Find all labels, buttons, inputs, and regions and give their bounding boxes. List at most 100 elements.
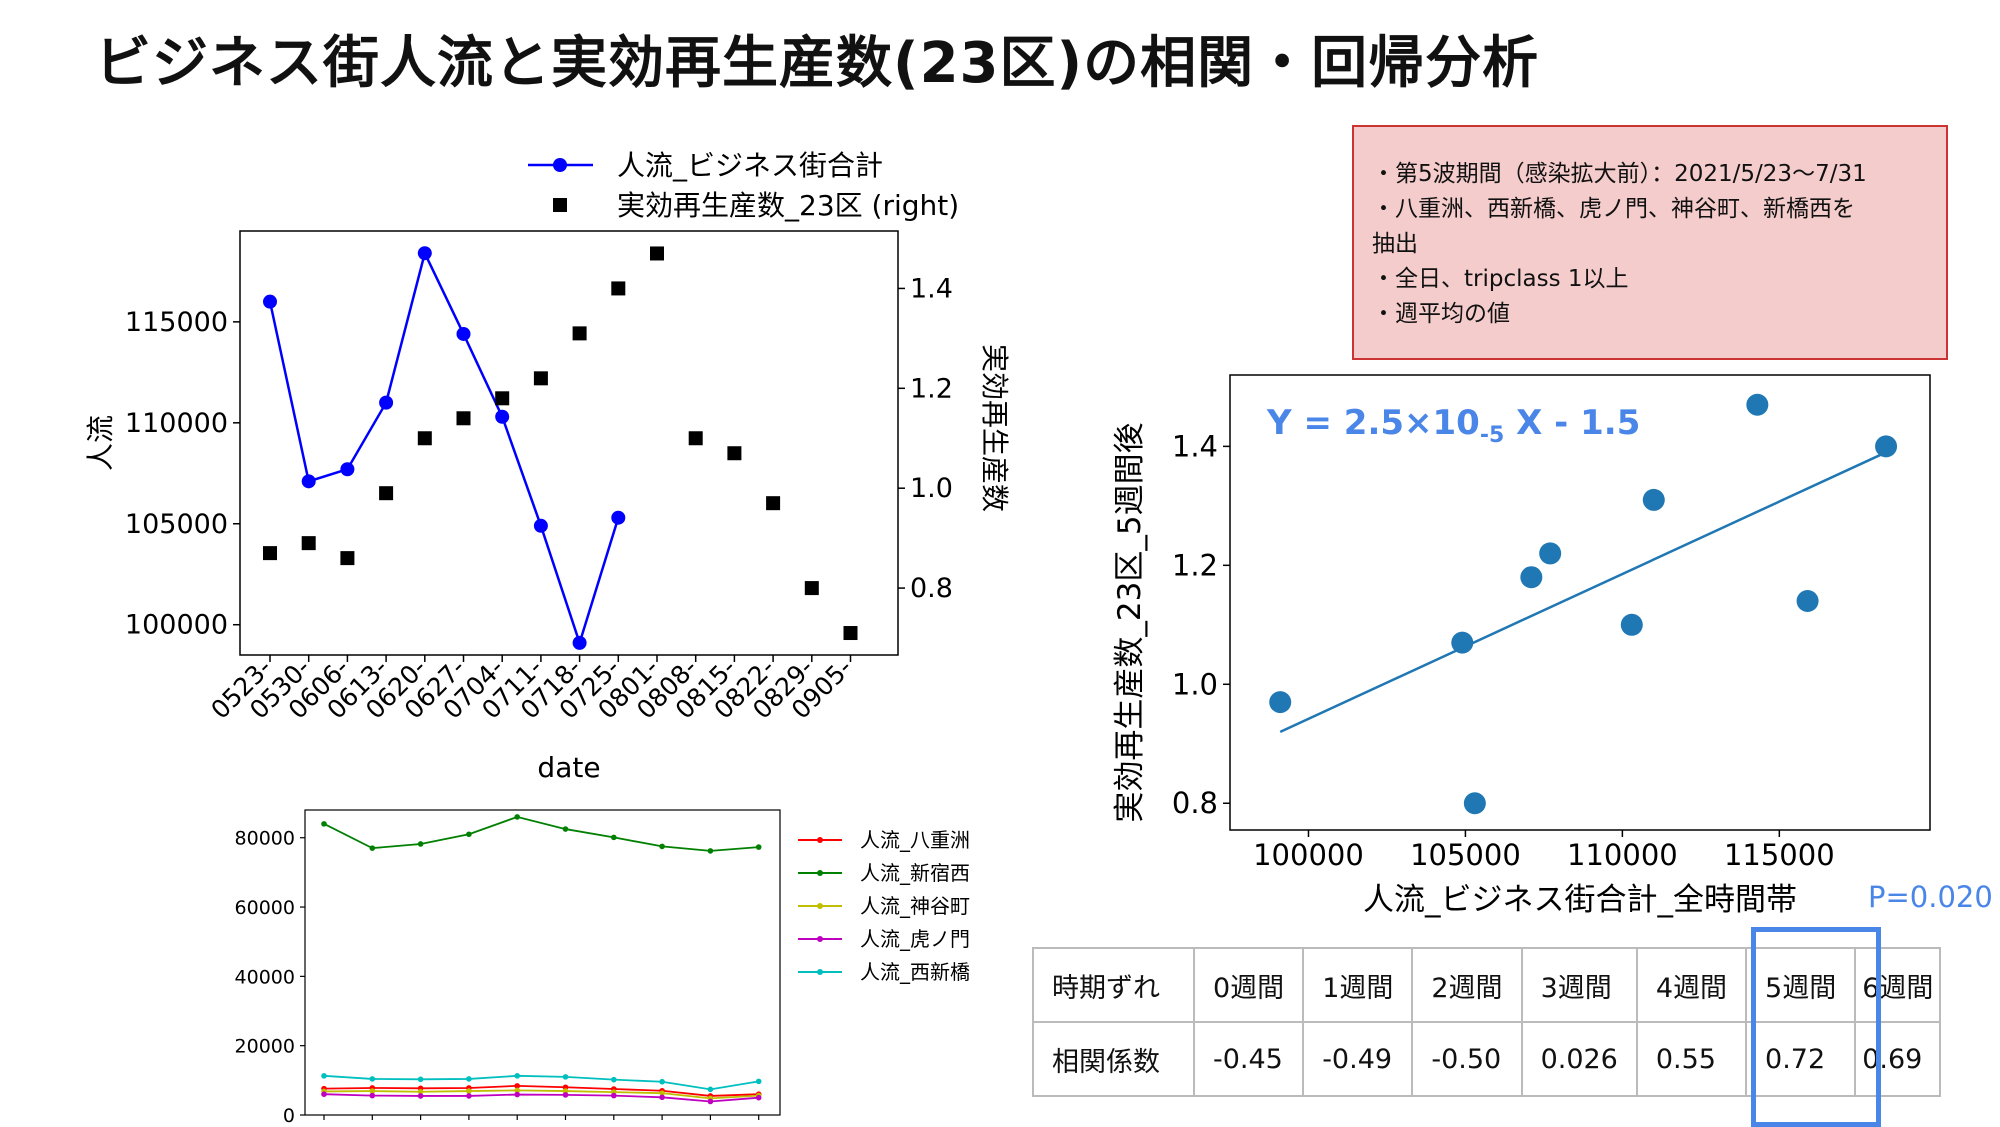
table-row: 時期ずれ 0週間 1週間 2週間 3週間 4週間 5週間 6週間: [1032, 947, 1942, 1023]
legend-label: 人流_ビジネス街合計: [617, 149, 883, 182]
legend-label: 人流_虎ノ門: [860, 927, 970, 951]
corr-cell: -0.49: [1302, 1021, 1414, 1097]
legend-marker: [817, 969, 823, 975]
x-axis-label: 人流_ビジネス街合計_全時間帯: [1363, 882, 1797, 918]
data-point-square: [804, 581, 819, 596]
data-point: [1451, 631, 1474, 654]
series-line: [268, 249, 620, 647]
lag-cell: 6週間: [1854, 947, 1942, 1023]
y2-tick-label: 1.2: [910, 373, 953, 404]
data-point: [1642, 488, 1665, 511]
data-point-square: [533, 371, 548, 386]
data-point: [514, 814, 520, 820]
y-tick-label: 1.4: [1172, 429, 1218, 463]
corr-cell: 0.55: [1635, 1021, 1748, 1097]
data-point: [533, 518, 548, 533]
plot-frame: [304, 809, 781, 1116]
data-point: [611, 510, 626, 525]
regression-line: [1279, 451, 1887, 733]
data-point-square: [727, 446, 742, 461]
data-point-square: [650, 246, 664, 261]
data-point: [369, 845, 376, 851]
data-point: [369, 1088, 376, 1094]
data-point: [369, 1092, 376, 1099]
y-tick-label: 0.8: [1172, 786, 1218, 820]
corr-cell: 0.69: [1854, 1021, 1942, 1097]
plot-frame: [1229, 374, 1931, 831]
y-tick-label: 100000: [125, 610, 228, 641]
data-point: [514, 1087, 520, 1094]
note-line: ・週平均の値: [1372, 301, 1510, 327]
data-point: [1463, 792, 1486, 815]
x-axis-label: date: [537, 751, 600, 784]
regression-equation: Y = 2.5×10-5 X - 1.5: [1266, 403, 1640, 448]
data-point-square: [417, 431, 432, 446]
legend-label: 人流_新宿西: [860, 861, 970, 885]
page-title: ビジネス街人流と実効再生産数(23区)の相関・回帰分析: [95, 31, 1540, 96]
x-tick-label: 110000: [1567, 838, 1678, 872]
data-point: [417, 841, 424, 847]
lag-cell: 3週間: [1520, 947, 1638, 1023]
data-point-square: [611, 281, 626, 296]
y-tick-label: 110000: [125, 408, 228, 439]
x-tick-label: 105000: [1410, 838, 1521, 872]
data-point: [321, 821, 327, 827]
y2-tick-label: 1.0: [910, 473, 953, 504]
data-point: [417, 1076, 424, 1083]
data-point: [340, 462, 355, 477]
data-point-square: [340, 551, 355, 566]
data-point: [755, 1094, 762, 1101]
data-point-square: [843, 626, 858, 641]
data-point: [755, 1078, 762, 1085]
lag-cell: 0週間: [1192, 947, 1305, 1023]
data-point: [755, 844, 762, 850]
data-point: [466, 831, 472, 838]
legend-label: 人流_神谷町: [860, 894, 970, 918]
data-point: [562, 1074, 569, 1080]
data-point: [1539, 542, 1562, 565]
legend-marker: [553, 198, 567, 212]
data-point: [466, 1076, 472, 1082]
note-line: ・全日、tripclass 1以上: [1372, 266, 1629, 292]
data-point: [572, 635, 587, 650]
data-point: [321, 1091, 327, 1098]
data-point: [707, 1098, 714, 1105]
data-point: [417, 1088, 424, 1095]
lag-cell: 4週間: [1635, 947, 1748, 1023]
data-point-square: [572, 326, 587, 341]
y-tick-label: 115000: [125, 307, 228, 338]
corr-cell: 0.72: [1745, 1021, 1857, 1097]
data-point: [611, 1076, 617, 1083]
table-header-label: 時期ずれ: [1032, 947, 1195, 1023]
data-point: [495, 409, 510, 424]
legend-label: 実効再生産数_23区 (right): [617, 189, 959, 222]
data-point: [466, 1088, 472, 1094]
x-tick-label: 100000: [1253, 838, 1364, 872]
data-point-square: [301, 536, 316, 551]
y-tick-label: 60000: [235, 897, 295, 919]
data-point-square: [495, 391, 510, 406]
data-point: [659, 1094, 665, 1101]
data-point: [417, 1093, 424, 1099]
legend-marker: [817, 903, 823, 909]
table-row-label: 相関係数: [1032, 1021, 1195, 1097]
x-tick-label: 115000: [1724, 838, 1835, 872]
lag-cell: 2週間: [1411, 947, 1523, 1023]
legend-marker: [817, 870, 823, 876]
data-point-square: [263, 546, 277, 561]
y-tick-label: 1.0: [1172, 667, 1218, 701]
data-point: [611, 834, 617, 841]
legend-marker: [553, 158, 567, 172]
data-point-square: [766, 496, 781, 511]
data-point: [369, 1076, 376, 1082]
y-tick-label: 40000: [235, 966, 295, 988]
legend-label: 人流_西新橋: [860, 960, 970, 984]
data-point: [514, 1083, 520, 1089]
area-flow-chart: 0 20000 40000 60000 80000 人流_八重洲人流_新宿西人流_神谷町人…: [235, 809, 970, 1127]
series-line: [323, 1084, 759, 1097]
y-tick-label: 1.2: [1172, 548, 1218, 582]
table-row: 相関係数 -0.45 -0.49 -0.50 0.026 0.55 0.72 0…: [1032, 1021, 1942, 1097]
data-point: [611, 1092, 617, 1099]
data-point: [562, 1092, 569, 1098]
data-point: [301, 474, 316, 489]
